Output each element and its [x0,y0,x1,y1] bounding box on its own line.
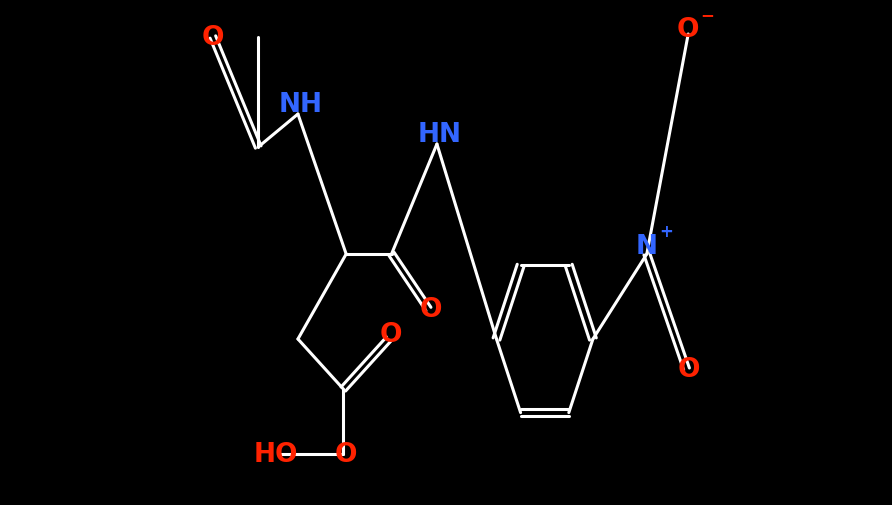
Text: O: O [678,357,700,382]
Text: NH: NH [278,92,323,118]
Text: O: O [420,296,442,322]
Text: N: N [636,234,657,260]
Text: +: + [659,223,673,241]
Text: O: O [334,441,357,467]
Text: O: O [380,321,402,347]
Text: −: − [700,6,714,24]
Text: O: O [677,17,699,43]
Text: O: O [202,25,224,51]
Text: HO: HO [253,441,298,467]
Text: HN: HN [417,122,461,147]
